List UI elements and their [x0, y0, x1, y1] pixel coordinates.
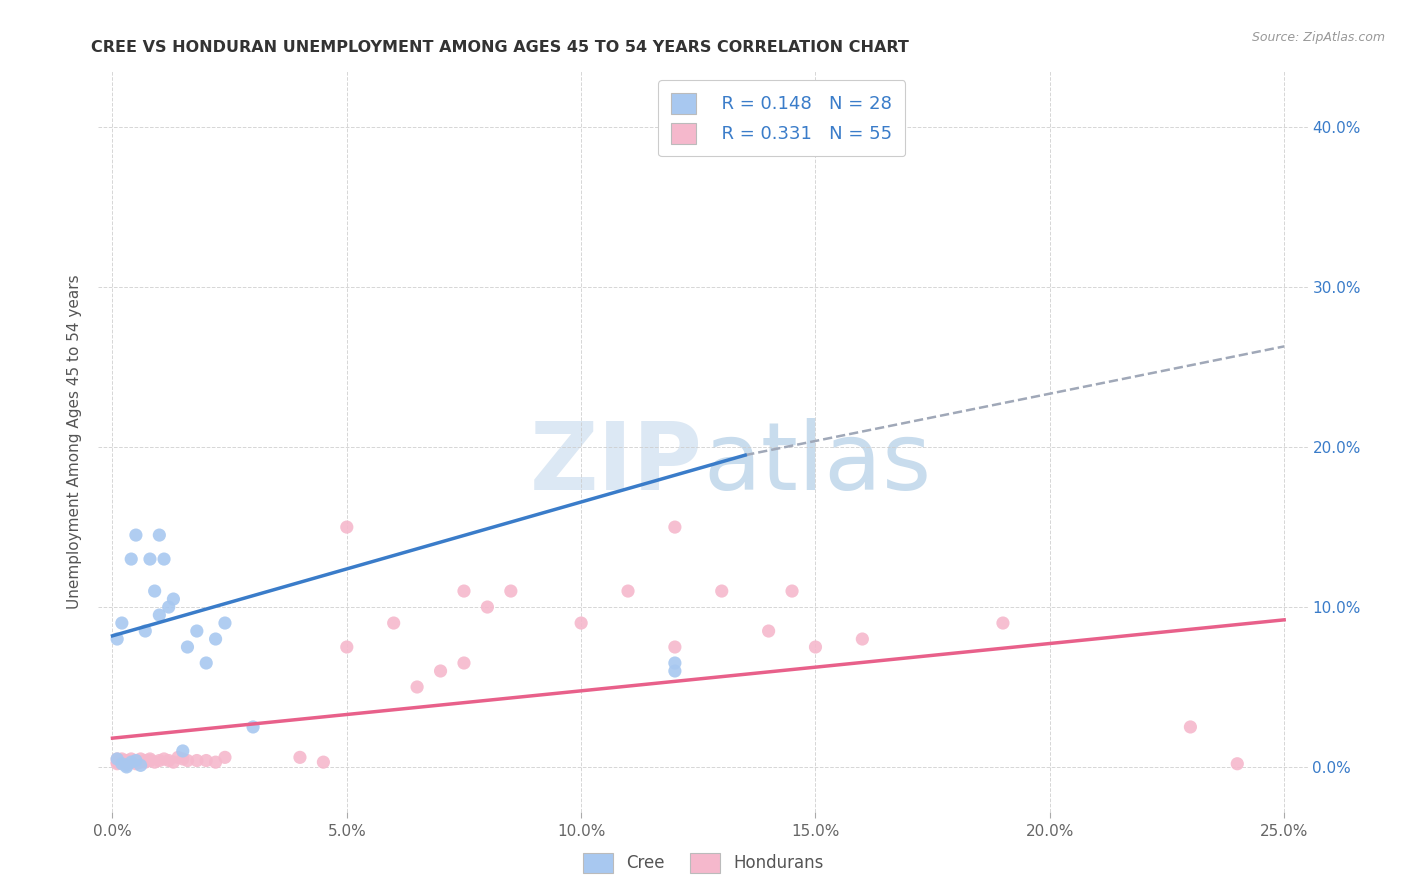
Point [804, 640, 827, 654]
Point [617, 584, 640, 599]
Point [851, 632, 873, 646]
Point [157, 600, 180, 615]
Point [214, 615, 236, 630]
Point [477, 600, 499, 615]
Point [288, 750, 311, 764]
Point [139, 754, 162, 768]
Point [115, 758, 138, 772]
Text: atlas: atlas [703, 417, 931, 509]
Point [162, 755, 184, 769]
Point [111, 755, 134, 769]
Point [186, 624, 208, 638]
Point [129, 758, 152, 772]
Point [115, 755, 138, 769]
Point [115, 754, 138, 768]
Point [134, 755, 156, 769]
Point [382, 615, 405, 630]
Point [664, 664, 686, 678]
Point [139, 752, 162, 766]
Point [195, 656, 218, 670]
Point [139, 552, 162, 566]
Point [1226, 756, 1249, 771]
Text: ZIP: ZIP [530, 417, 703, 509]
Point [115, 760, 138, 774]
Point [148, 754, 170, 768]
Point [129, 755, 152, 769]
Point [569, 615, 592, 630]
Point [162, 592, 184, 607]
Point [125, 528, 148, 542]
Point [111, 752, 134, 766]
Point [129, 752, 152, 766]
Point [125, 754, 148, 768]
Point [453, 584, 475, 599]
Point [499, 584, 522, 599]
Point [214, 750, 236, 764]
Point [758, 624, 780, 638]
Text: Source: ZipAtlas.com: Source: ZipAtlas.com [1251, 31, 1385, 45]
Point [105, 752, 128, 766]
Point [406, 680, 429, 694]
Point [105, 755, 128, 769]
Point [186, 754, 208, 768]
Point [134, 754, 156, 768]
Point [453, 656, 475, 670]
Point [115, 756, 138, 771]
Point [111, 756, 134, 771]
Point [143, 584, 166, 599]
Point [1180, 720, 1202, 734]
Y-axis label: Unemployment Among Ages 45 to 54 years: Unemployment Among Ages 45 to 54 years [67, 274, 83, 609]
Point [157, 754, 180, 768]
Point [153, 552, 176, 566]
Point [148, 608, 170, 623]
Point [120, 755, 142, 769]
Point [336, 520, 359, 534]
Point [176, 754, 198, 768]
Point [105, 752, 128, 766]
Point [172, 744, 194, 758]
Point [148, 528, 170, 542]
Point [664, 656, 686, 670]
Point [105, 632, 128, 646]
Point [664, 640, 686, 654]
Point [105, 756, 128, 771]
Point [125, 755, 148, 769]
Point [172, 752, 194, 766]
Point [111, 615, 134, 630]
Point [204, 632, 226, 646]
Text: CREE VS HONDURAN UNEMPLOYMENT AMONG AGES 45 TO 54 YEARS CORRELATION CHART: CREE VS HONDURAN UNEMPLOYMENT AMONG AGES… [91, 40, 910, 55]
Legend: Cree, Hondurans: Cree, Hondurans [576, 847, 830, 880]
Point [242, 720, 264, 734]
Point [125, 756, 148, 771]
Point [204, 755, 226, 769]
Point [120, 552, 142, 566]
Point [134, 624, 156, 638]
Point [664, 520, 686, 534]
Point [195, 754, 218, 768]
Point [120, 752, 142, 766]
Point [120, 755, 142, 769]
Legend:   R = 0.148   N = 28,   R = 0.331   N = 55: R = 0.148 N = 28, R = 0.331 N = 55 [658, 80, 905, 156]
Point [125, 754, 148, 768]
Point [111, 754, 134, 768]
Point [167, 750, 190, 764]
Point [336, 640, 359, 654]
Point [143, 755, 166, 769]
Point [176, 640, 198, 654]
Point [153, 752, 176, 766]
Point [312, 755, 335, 769]
Point [429, 664, 451, 678]
Point [710, 584, 733, 599]
Point [991, 615, 1014, 630]
Point [780, 584, 803, 599]
